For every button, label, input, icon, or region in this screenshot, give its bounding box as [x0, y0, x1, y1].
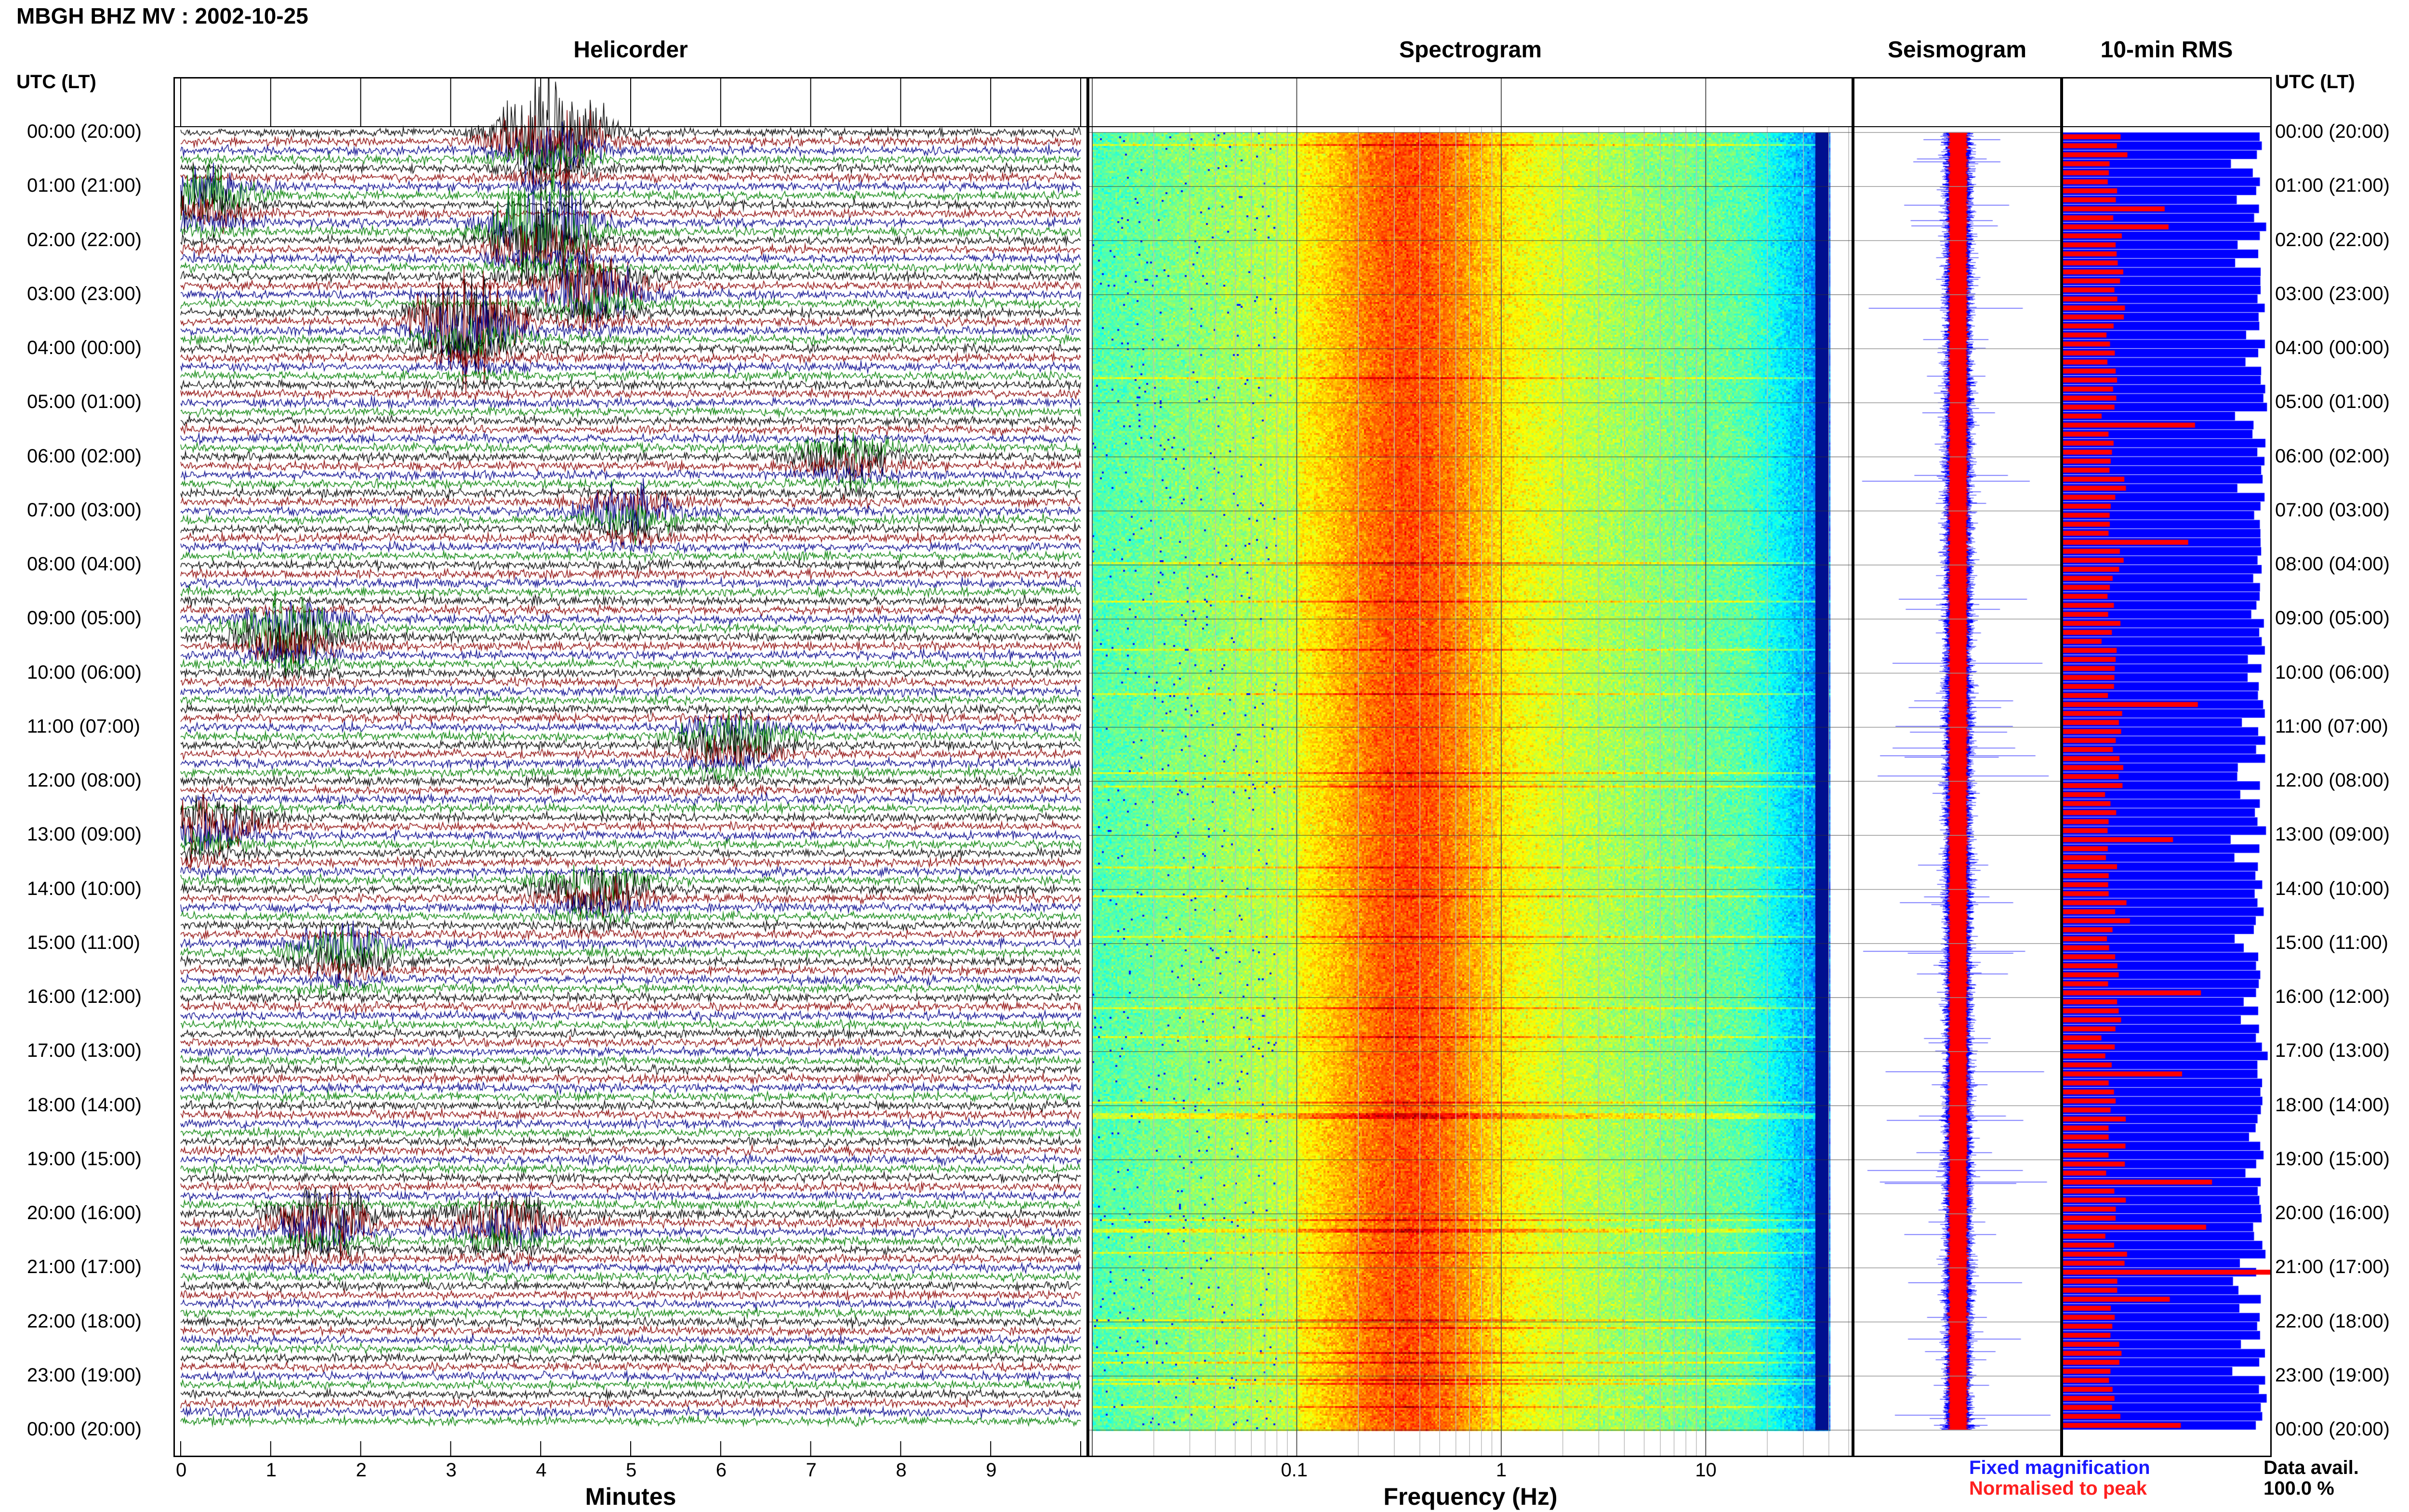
time-label-right: 23:00 (19:00) [2275, 1364, 2390, 1386]
time-label-left: 18:00 (14:00) [27, 1094, 142, 1116]
helicorder-x-tick: 3 [446, 1459, 457, 1481]
time-label-left: 03:00 (23:00) [27, 283, 142, 304]
time-label-left: 21:00 (17:00) [27, 1256, 142, 1278]
time-label-left: 12:00 (08:00) [27, 770, 142, 791]
time-label-right: 04:00 (00:00) [2275, 337, 2390, 358]
time-label-right: 13:00 (09:00) [2275, 824, 2390, 845]
time-label-left: 22:00 (18:00) [27, 1310, 142, 1332]
time-label-right: 17:00 (13:00) [2275, 1040, 2390, 1062]
time-label-left: 08:00 (04:00) [27, 553, 142, 575]
time-label-right: 10:00 (06:00) [2275, 661, 2390, 683]
rms-grid [2063, 126, 2270, 127]
seismogram-title: Seismogram [1887, 37, 2027, 63]
spectrogram-x-tick: 1 [1496, 1459, 1507, 1481]
time-label-right: 07:00 (03:00) [2275, 499, 2390, 521]
time-label-right: 08:00 (04:00) [2275, 553, 2390, 575]
rms-bars [2063, 79, 2270, 1456]
time-label-left: 00:00 (20:00) [27, 121, 142, 142]
time-label-right: 01:00 (21:00) [2275, 175, 2390, 197]
time-label-left: 19:00 (15:00) [27, 1148, 142, 1170]
time-label-left: 01:00 (21:00) [27, 175, 142, 197]
seismogram-grid [1854, 126, 2060, 1431]
helicorder-x-tick: 2 [356, 1459, 367, 1481]
helicorder-title: Helicorder [573, 37, 688, 63]
spectrogram-heatmap [1089, 79, 1852, 1456]
time-label-right: 00:00 (20:00) [2275, 1419, 2390, 1440]
time-label-right: 09:00 (05:00) [2275, 607, 2390, 629]
seismogram-traces [1854, 79, 2060, 1456]
time-label-left: 23:00 (19:00) [27, 1364, 142, 1386]
helicorder-traces [175, 79, 1086, 1456]
time-label-right: 16:00 (12:00) [2275, 986, 2390, 1007]
helicorder-x-tick: 1 [265, 1459, 277, 1481]
time-label-right: 02:00 (22:00) [2275, 229, 2390, 250]
time-label-right: 19:00 (15:00) [2275, 1148, 2390, 1170]
utc-label-left: UTC (LT) [16, 71, 96, 92]
helicorder-x-tick: 9 [986, 1459, 997, 1481]
time-label-left: 13:00 (09:00) [27, 824, 142, 845]
time-label-left: 10:00 (06:00) [27, 661, 142, 683]
time-label-right: 11:00 (07:00) [2275, 715, 2388, 737]
helicorder-x-tick: 4 [536, 1459, 547, 1481]
time-label-left: 05:00 (01:00) [27, 391, 142, 413]
spectrogram-x-tick: 0.1 [1281, 1459, 1308, 1481]
time-label-left: 16:00 (12:00) [27, 986, 142, 1007]
spectrogram-x-label: Frequency (Hz) [1383, 1483, 1558, 1510]
time-label-right: 00:00 (20:00) [2275, 121, 2390, 142]
time-label-left: 14:00 (10:00) [27, 878, 142, 899]
time-label-right: 22:00 (18:00) [2275, 1310, 2390, 1332]
helicorder-panel [173, 77, 1088, 1457]
time-label-left: 11:00 (07:00) [27, 715, 140, 737]
data-availability-label: Data avail. [2263, 1457, 2359, 1478]
time-label-right: 15:00 (11:00) [2275, 932, 2388, 953]
legend-fixed-magnification: Fixed magnification [1969, 1457, 2150, 1478]
spectrogram-title: Spectrogram [1399, 37, 1542, 63]
rms-panel [2062, 77, 2272, 1457]
time-label-left: 20:00 (16:00) [27, 1202, 142, 1223]
helicorder-x-tick: 6 [715, 1459, 727, 1481]
time-label-left: 04:00 (00:00) [27, 337, 142, 358]
time-label-left: 15:00 (11:00) [27, 932, 140, 953]
legend-normalised-to-peak: Normalised to peak [1969, 1478, 2147, 1499]
time-label-left: 06:00 (02:00) [27, 445, 142, 467]
time-label-left: 02:00 (22:00) [27, 229, 142, 250]
time-label-left: 09:00 (05:00) [27, 607, 142, 629]
rms-title: 10-min RMS [2100, 37, 2233, 63]
seismogram-panel [1853, 77, 2062, 1457]
helicorder-x-tick: 0 [176, 1459, 187, 1481]
time-label-right: 21:00 (17:00) [2275, 1256, 2390, 1278]
helicorder-x-tick: 7 [806, 1459, 817, 1481]
spectrogram-panel [1088, 77, 1853, 1457]
spectrogram-grid [1089, 79, 1852, 1456]
time-label-right: 05:00 (01:00) [2275, 391, 2390, 413]
helicorder-grid [175, 79, 1086, 1456]
utc-label-right: UTC (LT) [2275, 71, 2355, 92]
time-label-left: 17:00 (13:00) [27, 1040, 142, 1062]
time-label-right: 12:00 (08:00) [2275, 770, 2390, 791]
time-label-right: 18:00 (14:00) [2275, 1094, 2390, 1116]
time-label-right: 06:00 (02:00) [2275, 445, 2390, 467]
data-availability-value: 100.0 % [2263, 1478, 2334, 1499]
helicorder-x-label: Minutes [585, 1483, 676, 1510]
helicorder-x-tick: 5 [626, 1459, 637, 1481]
time-label-right: 14:00 (10:00) [2275, 878, 2390, 899]
time-label-left: 00:00 (20:00) [27, 1419, 142, 1440]
station-title: MBGH BHZ MV : 2002-10-25 [16, 3, 308, 28]
helicorder-x-tick: 8 [896, 1459, 907, 1481]
spectrogram-x-tick: 10 [1695, 1459, 1717, 1481]
time-label-right: 20:00 (16:00) [2275, 1202, 2390, 1223]
time-label-right: 03:00 (23:00) [2275, 283, 2390, 304]
time-label-left: 07:00 (03:00) [27, 499, 142, 521]
